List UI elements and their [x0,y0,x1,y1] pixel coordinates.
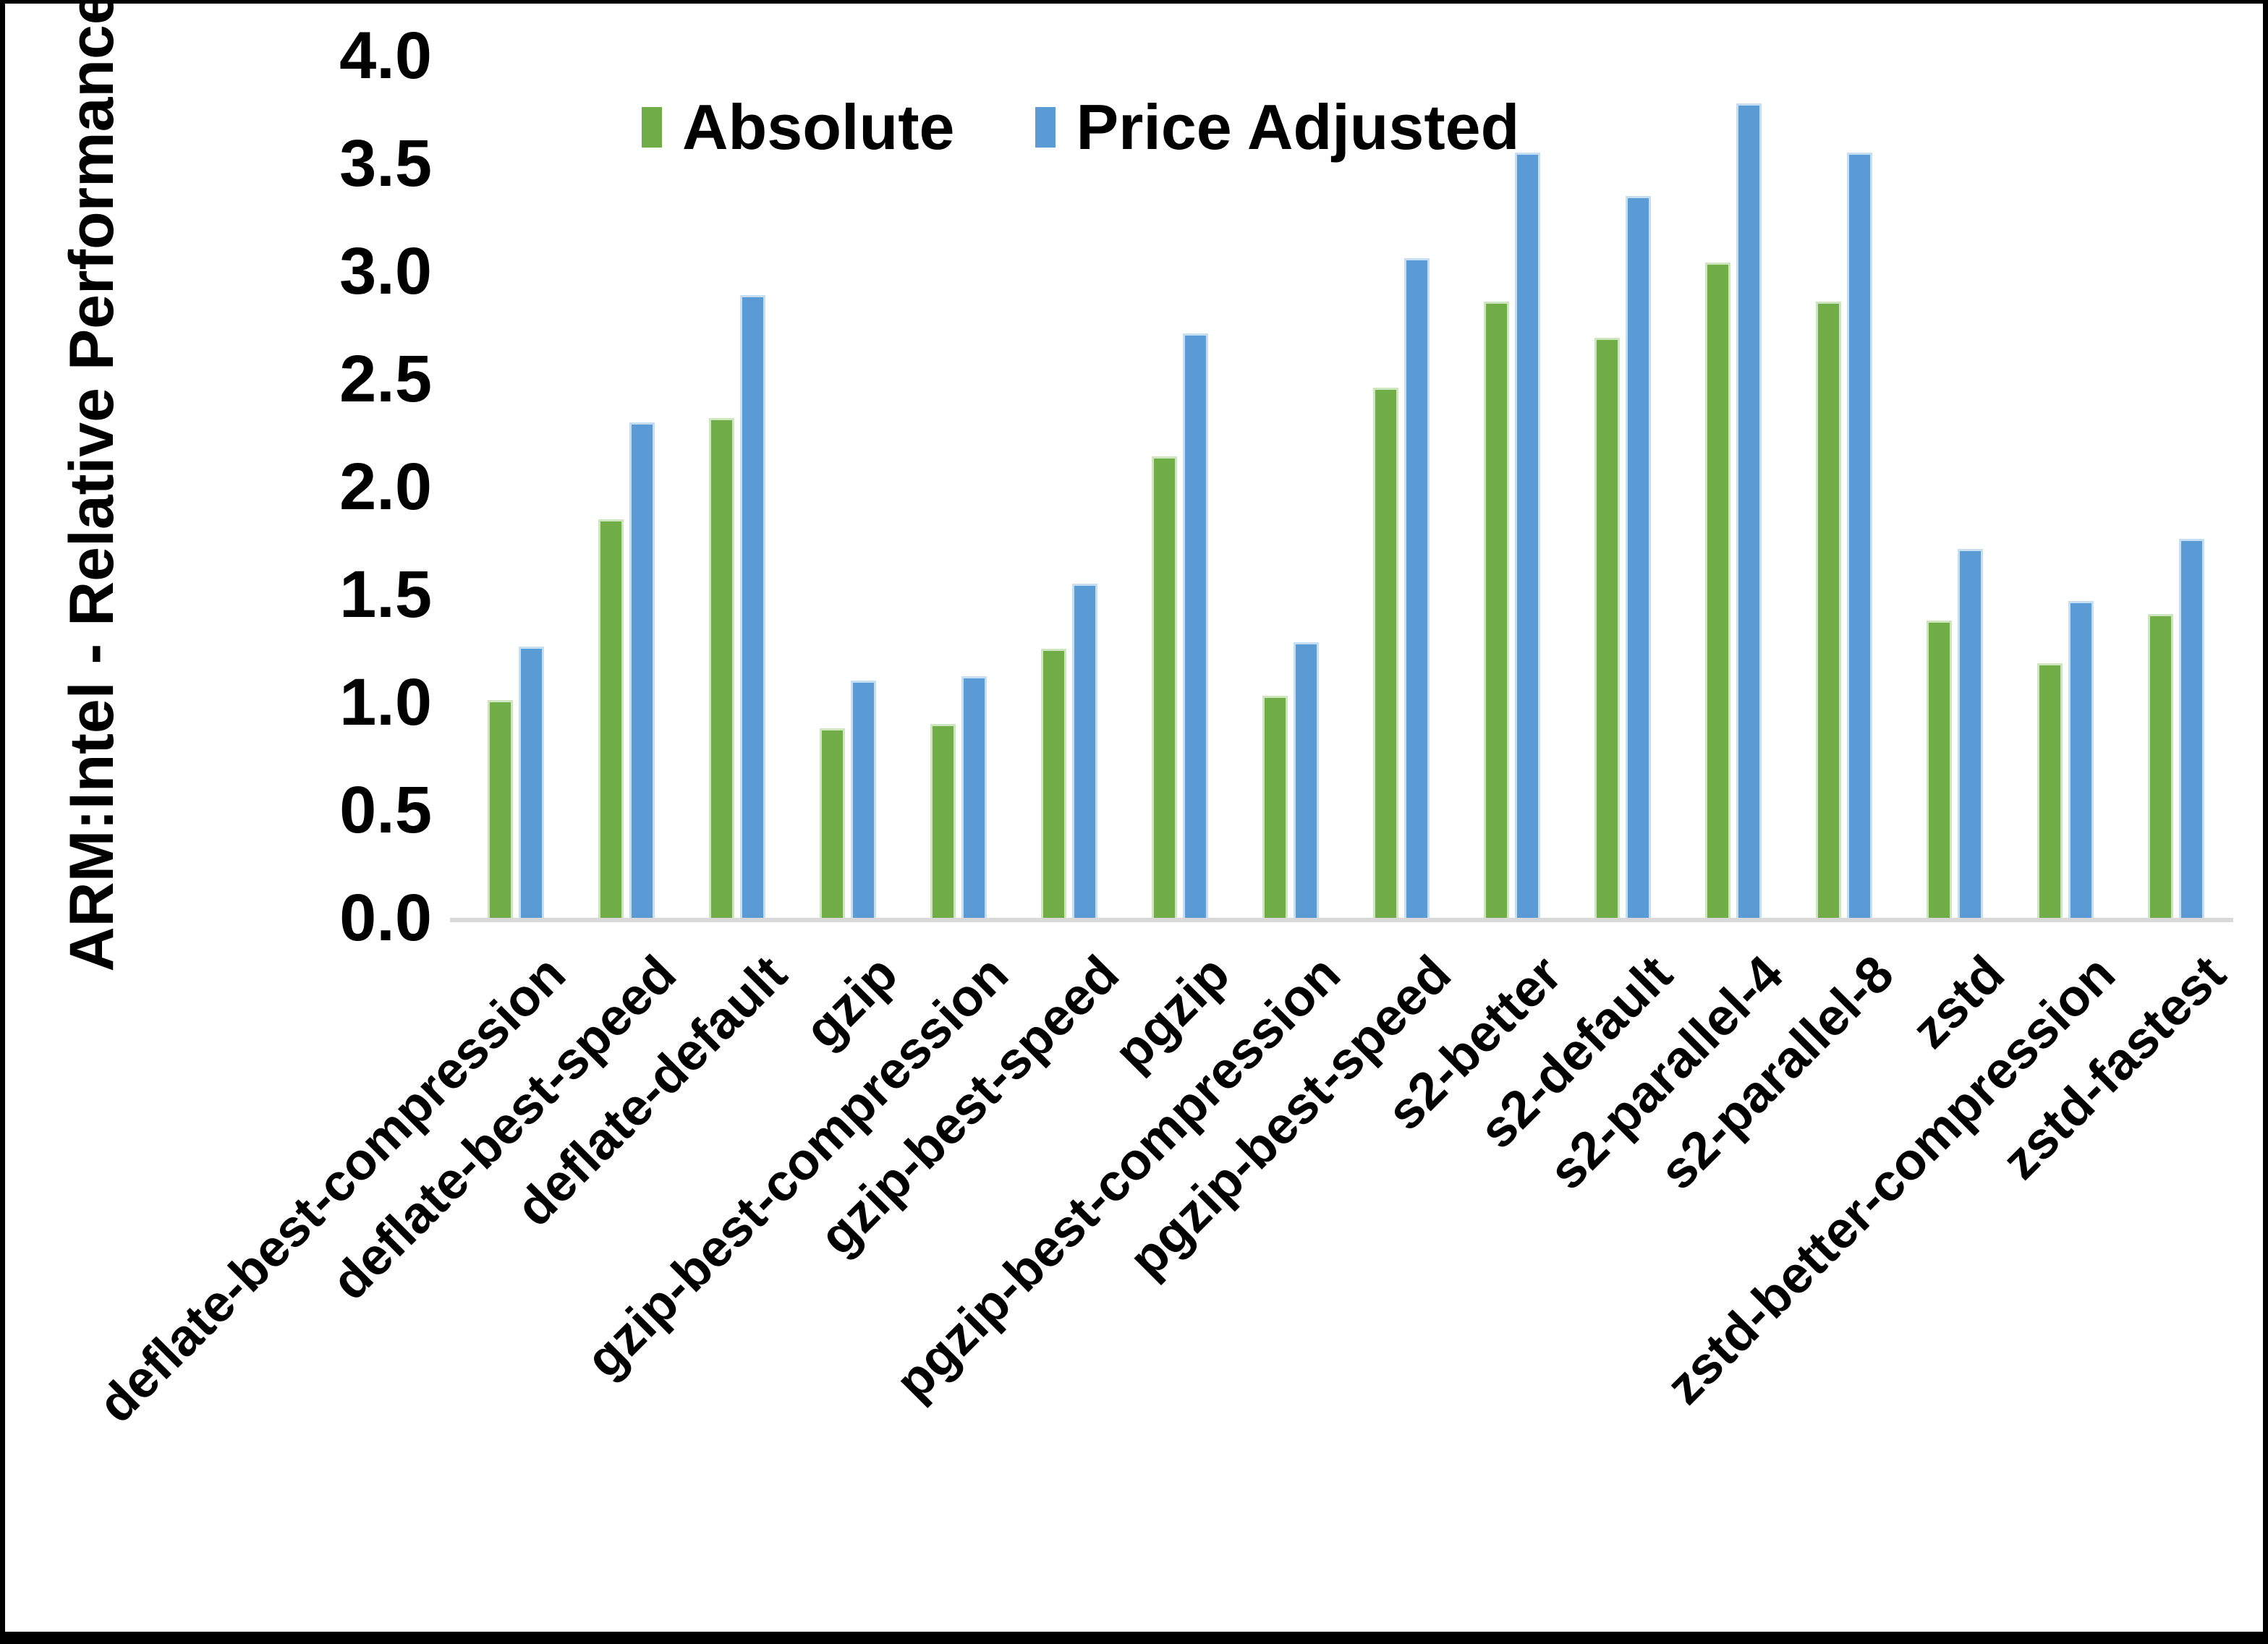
bar-price-adjusted [851,681,876,918]
bar-absolute [1041,648,1066,918]
bar-price-adjusted [1072,584,1097,918]
legend: Absolute Price Adjusted [642,90,1519,164]
bar-price-adjusted [1736,103,1762,918]
bar-absolute [1152,456,1177,918]
bar-price-adjusted [1183,333,1208,918]
bar-price-adjusted [2179,538,2204,918]
legend-label-price-adjusted: Price Adjusted [1076,91,1520,163]
bar-absolute [820,728,845,918]
y-axis-tick-label: 2.5 [339,342,432,416]
bar-absolute [2148,613,2173,918]
y-axis-tick-label: 0.5 [339,773,432,847]
legend-swatch-price-adjusted [1035,107,1056,148]
bar-price-adjusted [1294,642,1319,918]
bar-price-adjusted [1626,195,1651,918]
bar-absolute [930,723,956,918]
bar-absolute [1705,263,1730,918]
y-axis-tick-label: 2.0 [339,450,432,524]
bar-price-adjusted [961,676,987,918]
bar-absolute [1262,696,1288,918]
legend-label-absolute: Absolute [682,91,955,163]
bar-price-adjusted [1404,258,1430,918]
bar-price-adjusted [1847,153,1872,918]
bar-price-adjusted [740,294,765,918]
y-axis-tick-label: 1.5 [339,558,432,631]
y-axis-tick-label: 3.0 [339,234,432,308]
legend-swatch-absolute [642,107,662,148]
legend-item-absolute: Absolute [642,90,954,164]
x-axis-line [450,918,2233,922]
bar-absolute [488,700,513,918]
bar-absolute [709,417,734,918]
y-axis-tick-label: 3.5 [339,127,432,200]
bar-price-adjusted [519,646,544,918]
bar-price-adjusted [2068,600,2094,918]
bar-absolute [598,519,624,918]
bar-absolute [1594,338,1620,918]
legend-item-price-adjusted: Price Adjusted [1035,90,1519,164]
bar-absolute [1484,301,1509,918]
bar-absolute [1816,301,1841,918]
bar-absolute [2037,663,2063,918]
y-axis-tick-label: 0.0 [339,881,432,955]
bar-price-adjusted [1515,153,1540,918]
bar-absolute [1927,620,1952,918]
bar-absolute [1373,387,1398,918]
y-axis-tick-label: 4.0 [339,19,432,93]
bar-price-adjusted [1958,549,1983,918]
y-axis-tick-label: 1.0 [339,665,432,739]
y-axis-title: ARM:Intel - Relative Performance [57,0,127,972]
bar-price-adjusted [629,422,655,918]
